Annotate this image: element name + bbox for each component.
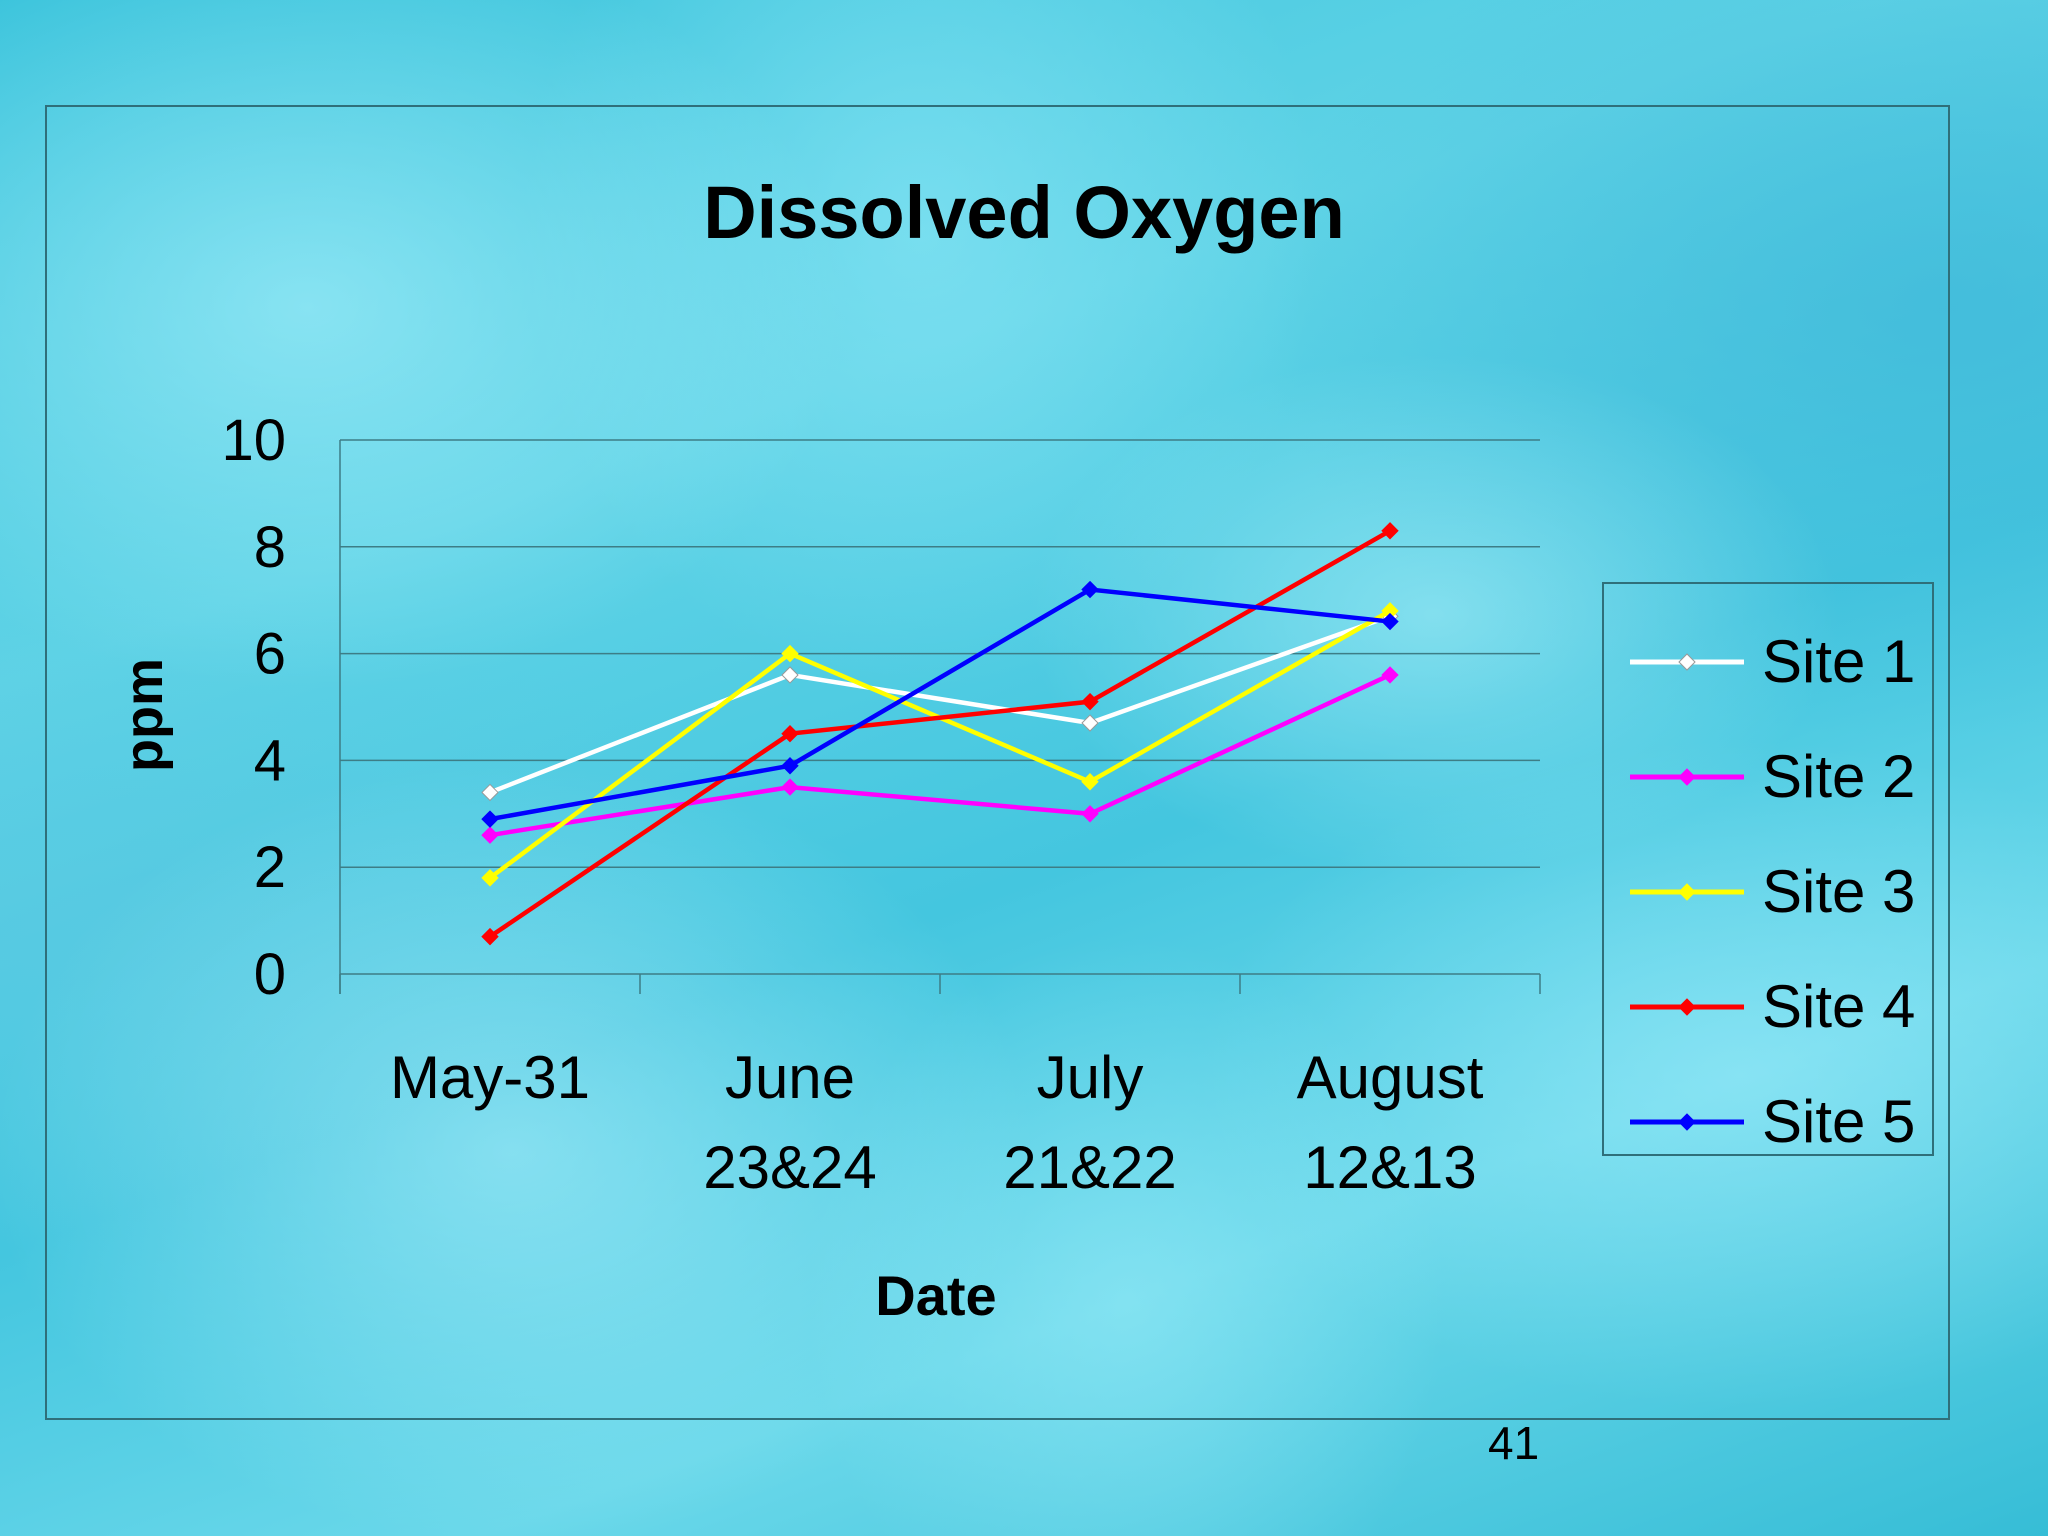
legend-swatch: [1630, 883, 1744, 901]
data-point: [781, 644, 799, 663]
data-point: [481, 869, 499, 887]
legend-item: Site 3: [1604, 852, 1934, 932]
legend-label: Site 1: [1762, 628, 1916, 695]
legend-item: Site 4: [1604, 967, 1934, 1047]
data-point: [1081, 714, 1099, 732]
data-point: [481, 826, 499, 844]
data-point: [1381, 666, 1399, 684]
data-point: [481, 810, 499, 828]
x-axis-title: Date: [875, 1264, 996, 1327]
data-point: [1381, 612, 1399, 631]
data-point: [781, 757, 799, 775]
chart-legend: Site 1 Site 2 Site 3 Site 4 Site 5: [1602, 582, 1934, 1156]
legend-label: Site 4: [1762, 973, 1916, 1040]
legend-swatch: [1630, 998, 1744, 1016]
legend-label: Site 5: [1762, 1088, 1916, 1155]
data-series: [481, 522, 1399, 946]
y-tick-label: 8: [254, 515, 286, 580]
series-2: [481, 666, 1399, 844]
data-point: [781, 666, 799, 684]
series-line: [488, 528, 1392, 939]
legend-swatch: [1630, 653, 1744, 671]
data-point: [481, 927, 499, 946]
x-tick-label: June 23&24: [703, 1044, 877, 1201]
data-point: [481, 783, 499, 802]
legend-item: Site 5: [1604, 1082, 1934, 1162]
chart-frame: [45, 105, 1950, 1420]
legend-swatch: [1630, 768, 1744, 786]
y-tick-label: 4: [254, 728, 286, 793]
x-tick-label: August 12&13: [1297, 1044, 1484, 1201]
x-tick-label: May-31: [390, 1044, 590, 1111]
y-tick-label: 2: [254, 835, 286, 900]
data-point: [1081, 773, 1099, 791]
data-point: [1081, 805, 1099, 823]
data-point: [781, 778, 799, 796]
x-tick-label: July 21&22: [1003, 1044, 1177, 1201]
y-tick-label: 6: [254, 622, 286, 687]
legend-label: Site 2: [1762, 743, 1916, 810]
axes: 0 2 4 6 8 10 May-31 June 23&24 July 21&22 August 12&…: [221, 408, 1541, 1201]
legend-swatch: [1630, 1113, 1744, 1131]
series-line: [488, 608, 1392, 880]
y-tick-label: 0: [254, 942, 286, 1007]
series-line: [489, 672, 1391, 838]
legend-item: Site 1: [1604, 622, 1934, 702]
chart-title: Dissolved Oxygen: [703, 171, 1345, 254]
legend-item: Site 2: [1604, 737, 1934, 817]
series-line: [489, 614, 1391, 795]
data-point: [781, 724, 799, 743]
data-point: [1381, 522, 1399, 540]
grid-lines: [340, 439, 1540, 868]
series-5: [481, 580, 1399, 828]
page-number: 41: [1488, 1417, 1540, 1469]
series-4: [481, 522, 1399, 946]
data-point: [1081, 580, 1099, 599]
y-axis-title: ppm: [114, 658, 174, 772]
series-1: [481, 607, 1399, 802]
legend-label: Site 3: [1762, 858, 1916, 925]
series-line: [489, 587, 1391, 822]
data-point: [1081, 692, 1099, 711]
y-tick-label: 10: [221, 408, 286, 473]
series-3: [481, 602, 1399, 887]
